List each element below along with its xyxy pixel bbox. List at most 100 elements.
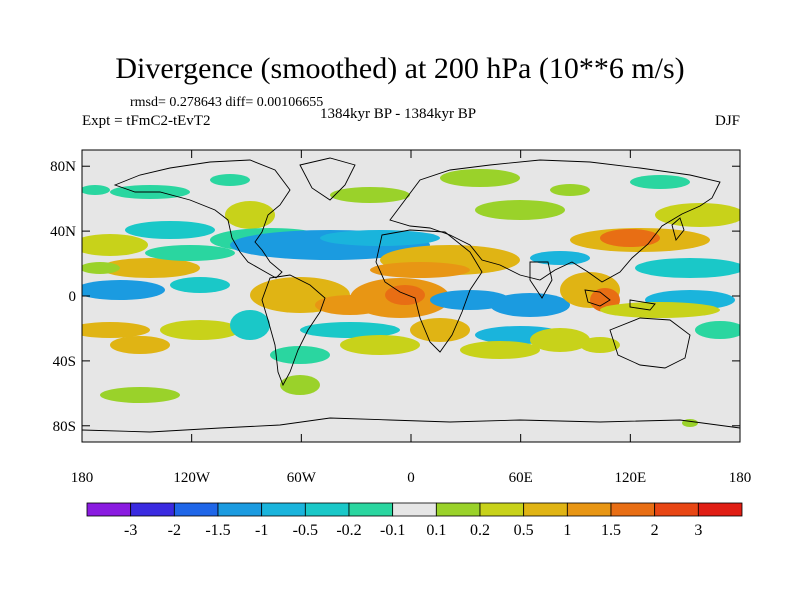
field-patch <box>270 346 330 364</box>
colorbar-label: -3 <box>124 522 137 539</box>
field-patch <box>635 258 740 278</box>
colorbar-swatch <box>392 502 437 517</box>
longitude-axis: 180 120W 60W 0 60E 120E 180 <box>71 150 752 486</box>
lon-tick-label: 60E <box>509 470 533 486</box>
coastline-antarctica <box>82 417 740 433</box>
coastline-japan <box>671 217 685 241</box>
colorbar-label: -2 <box>168 522 181 539</box>
field-patch <box>82 322 150 338</box>
colorbar-label: 0.5 <box>514 522 534 539</box>
field-patch <box>600 302 720 318</box>
field-patch <box>340 335 420 355</box>
colorbar-label: -1 <box>255 522 268 539</box>
coastline-new-guinea <box>629 299 656 311</box>
divergence-field <box>82 169 740 427</box>
plot-title: Divergence (smoothed) at 200 hPa (10**6 … <box>115 52 685 85</box>
lon-tick-label: 180 <box>71 470 94 486</box>
field-patch <box>100 387 180 403</box>
field-patch <box>82 234 148 256</box>
field-patch <box>125 221 215 239</box>
stats-text: rmsd= 0.278643 diff= 0.00106655 <box>130 95 324 110</box>
colorbar-swatch <box>217 502 263 517</box>
lat-tick-label: 0 <box>69 289 77 305</box>
colorbar-label: 1.5 <box>601 522 621 539</box>
field-patch <box>160 320 240 340</box>
colorbar-swatch <box>86 502 132 517</box>
lon-tick-label: 120E <box>614 470 646 486</box>
lat-tick-label: 40S <box>53 354 76 370</box>
colorbar-swatch <box>523 502 568 517</box>
colorbar-label: -0.2 <box>336 522 361 539</box>
field-patch <box>600 229 660 247</box>
period-label: 1384kyr BP - 1384kyr BP <box>320 106 477 122</box>
field-patch <box>370 262 470 278</box>
coastline-africa <box>375 229 483 353</box>
field-patch <box>300 322 400 338</box>
field-patch <box>655 203 740 227</box>
field-patch <box>460 341 540 359</box>
field-patch <box>530 251 590 265</box>
field-patch <box>210 174 250 186</box>
lon-tick-label: 60W <box>287 470 317 486</box>
colorbar-swatch <box>610 502 656 517</box>
field-patch <box>695 321 740 339</box>
field-patch <box>630 175 690 189</box>
colorbar-swatch <box>130 502 175 517</box>
colorbar-label: -0.1 <box>380 522 405 539</box>
colorbar: -3 -2 -1.5 -1 -0.5 -0.2 -0.1 0.1 0.2 0.5 1 1.5 2 3 <box>86 502 743 539</box>
colorbar-swatch <box>697 502 743 517</box>
coastline-greenland <box>299 157 356 201</box>
lat-tick-label: 80S <box>53 419 76 435</box>
field-patch <box>530 328 590 352</box>
field-patch <box>330 187 410 203</box>
field-patch <box>225 201 275 229</box>
lon-tick-label: 180 <box>729 470 752 486</box>
field-patch <box>82 185 110 195</box>
colorbar-swatch <box>435 502 481 517</box>
coastlines <box>82 157 740 433</box>
latitude-axis: 80N 40N 0 40S 80S <box>50 159 740 435</box>
coastline-eurasia <box>389 159 721 283</box>
field-patch <box>320 230 440 246</box>
field-patch <box>170 277 230 293</box>
field-patch <box>230 310 270 340</box>
lat-tick-label: 40N <box>50 224 76 240</box>
field-patch <box>82 262 120 274</box>
field-patch <box>145 245 235 261</box>
field-patch <box>315 295 385 315</box>
colorbar-swatch <box>348 502 394 517</box>
coastline-australia <box>609 317 691 369</box>
colorbar-label: 0.2 <box>470 522 490 539</box>
colorbar-swatch <box>261 502 306 517</box>
field-patch <box>280 375 320 395</box>
colorbar-label: 2 <box>651 522 659 539</box>
field-patch <box>82 280 165 300</box>
experiment-label: Expt = tFmC2-tEvT2 <box>82 113 211 129</box>
field-patch <box>385 285 425 305</box>
colorbar-swatch <box>654 502 699 517</box>
field-patch <box>475 200 565 220</box>
field-patch <box>440 169 520 187</box>
colorbar-label: 1 <box>563 522 571 539</box>
field-patch <box>580 337 620 353</box>
coastline-maritime-continent <box>584 289 611 307</box>
colorbar-swatch <box>479 502 525 517</box>
colorbar-label: 0.1 <box>426 522 446 539</box>
colorbar-label: 3 <box>694 522 702 539</box>
coastline-south-america <box>261 274 326 387</box>
colorbar-label: -0.5 <box>293 522 318 539</box>
colorbar-swatch <box>173 502 219 517</box>
field-patch <box>490 293 570 317</box>
season-label: DJF <box>714 113 740 129</box>
colorbar-swatch <box>304 502 350 517</box>
colorbar-swatch <box>566 502 612 517</box>
field-patch <box>100 258 200 278</box>
lon-tick-label: 120W <box>173 470 211 486</box>
colorbar-label: -1.5 <box>205 522 230 539</box>
coastline-north-america <box>113 159 291 279</box>
coastline-india <box>529 261 553 299</box>
lon-tick-label: 0 <box>407 470 415 486</box>
field-patch <box>550 184 590 196</box>
field-patch <box>110 336 170 354</box>
